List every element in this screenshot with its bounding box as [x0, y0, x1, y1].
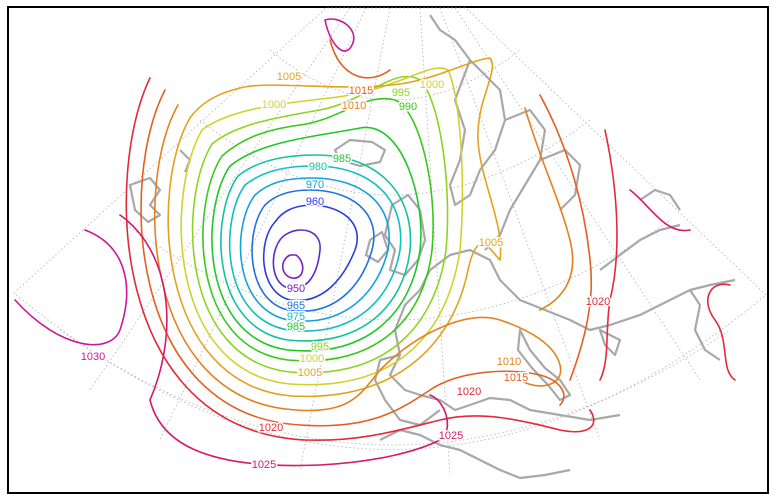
isobar-955 — [272, 229, 321, 290]
isobar-label-1020: 1020 — [457, 386, 481, 398]
isobar-label-950: 950 — [287, 283, 305, 295]
isobar-990 — [202, 97, 434, 362]
isobar-label-995: 995 — [311, 341, 329, 353]
isobar-label-975: 975 — [287, 311, 305, 323]
isobar-1030 — [14, 18, 355, 346]
isobar-1020 — [125, 77, 736, 442]
isobar-970 — [239, 177, 390, 322]
isobar-1000 — [180, 67, 464, 386]
isobar-950 — [281, 254, 304, 279]
isobar-label-1000: 1000 — [262, 99, 286, 111]
isobar-995 — [191, 75, 449, 374]
isobar-label-1020: 1020 — [586, 296, 610, 308]
isobar-label-1005: 1005 — [479, 237, 503, 249]
isobar-label-985: 985 — [333, 153, 351, 165]
isobars — [14, 18, 736, 467]
isobar-labels: 9509559609659709759809859859909959951000… — [79, 70, 611, 473]
isobar-label-1010: 1010 — [342, 100, 366, 112]
isobar-1025 — [119, 189, 691, 467]
isobar-label-1000: 1000 — [420, 79, 444, 91]
isobar-1005 — [167, 57, 502, 398]
isobar-label-980: 980 — [309, 161, 327, 173]
isobar-label-1020: 1020 — [259, 422, 283, 434]
isobar-label-1000: 1000 — [300, 353, 324, 365]
isobar-label-985: 985 — [287, 321, 305, 333]
coastlines — [128, 14, 736, 480]
isobar-label-990: 990 — [399, 101, 417, 113]
isobar-label-960: 960 — [306, 196, 324, 208]
isobar-label-1005: 1005 — [298, 367, 322, 379]
isobar-label-970: 970 — [306, 179, 324, 191]
isobar-label-1010: 1010 — [497, 356, 521, 368]
map-sector-outline — [13, 7, 767, 450]
isobar-label-955: 955 — [287, 300, 305, 312]
isobar-label-1025: 1025 — [439, 430, 463, 442]
isobar-label-1025: 1025 — [252, 459, 276, 471]
isobar-1015 — [140, 39, 593, 427]
isobar-980 — [220, 154, 412, 342]
isobar-label-965: 965 — [287, 300, 305, 312]
isobar-label-1005: 1005 — [277, 71, 301, 83]
isobar-label-1015: 1015 — [349, 85, 373, 97]
isobar-label-1015: 1015 — [504, 372, 528, 384]
graticule — [59, 7, 731, 476]
isobar-label-1030: 1030 — [81, 351, 105, 363]
isobar-985 — [211, 126, 422, 352]
isobar-975 — [228, 165, 402, 332]
isobar-965 — [251, 189, 375, 312]
isobar-960 — [262, 204, 358, 302]
isobar-label-995: 995 — [392, 87, 410, 99]
